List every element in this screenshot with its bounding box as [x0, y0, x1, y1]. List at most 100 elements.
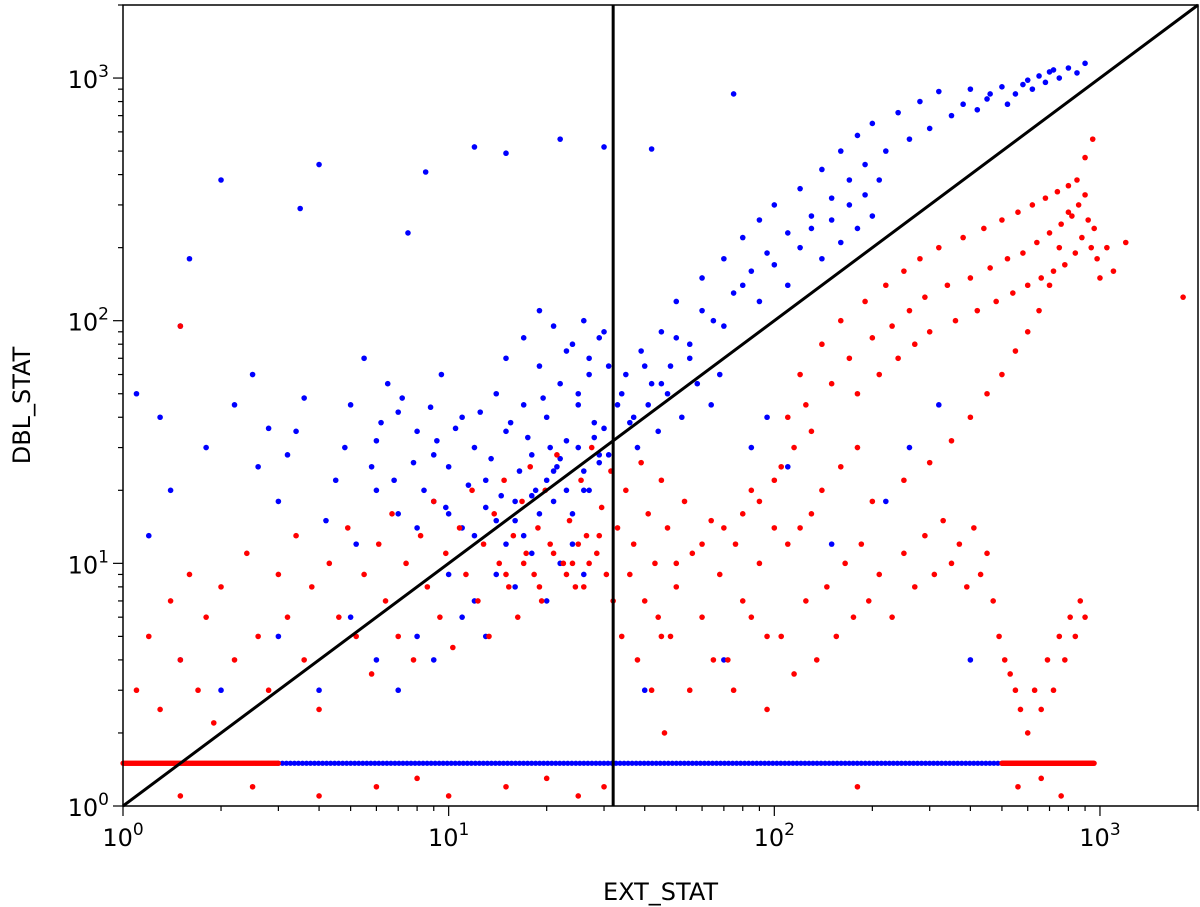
point-blue	[679, 414, 685, 421]
point-red	[316, 706, 322, 713]
point-red	[699, 541, 705, 547]
point-red-floor	[275, 760, 281, 766]
point-blue-floor	[991, 760, 997, 766]
point-red	[275, 571, 282, 578]
point-blue-floor	[782, 760, 788, 766]
point-blue-floor	[701, 760, 708, 766]
point-red	[1058, 221, 1064, 227]
point-blue-floor	[436, 760, 442, 766]
point-red	[1097, 275, 1103, 281]
point-red	[1091, 225, 1097, 232]
point-red	[1079, 234, 1085, 241]
point-blue-floor	[617, 760, 623, 766]
point-blue	[520, 532, 527, 539]
point-blue	[784, 463, 791, 470]
point-blue-floor	[734, 760, 740, 766]
point-blue-floor	[810, 760, 816, 766]
point-blue	[532, 487, 539, 494]
point-red	[652, 560, 658, 567]
point-blue	[528, 550, 535, 557]
point-red	[550, 550, 557, 557]
point-blue	[569, 511, 576, 517]
point-blue-floor	[613, 760, 619, 766]
point-red	[990, 598, 996, 604]
y-tick-label: 101	[68, 547, 109, 579]
point-red	[922, 532, 928, 539]
point-blue	[591, 419, 598, 426]
point-blue-floor	[794, 760, 800, 766]
point-red	[1180, 294, 1186, 300]
point-blue	[586, 487, 592, 494]
point-blue-floor	[959, 760, 965, 766]
point-blue	[1004, 101, 1011, 108]
point-blue	[641, 687, 648, 694]
point-red	[344, 525, 351, 531]
point-blue	[721, 255, 727, 262]
point-blue-floor	[500, 760, 507, 766]
point-red	[1024, 329, 1031, 335]
point-red	[730, 687, 737, 694]
point-blue-floor	[332, 760, 338, 766]
point-blue	[525, 434, 531, 441]
point-blue	[771, 261, 778, 268]
point-blue-floor	[814, 760, 820, 766]
point-blue-floor	[633, 760, 639, 766]
point-blue-floor	[283, 760, 290, 766]
y-tick-label: 102	[68, 305, 109, 337]
point-blue-floor	[456, 760, 462, 766]
point-blue-floor	[890, 760, 897, 766]
point-red	[981, 225, 987, 232]
point-blue-floor	[786, 760, 792, 766]
point-blue-floor	[798, 760, 804, 766]
point-blue	[854, 225, 861, 232]
point-blue-floor	[328, 760, 334, 766]
point-red	[963, 584, 970, 590]
point-blue-floor	[352, 760, 358, 766]
point-red	[442, 550, 449, 557]
point-blue	[974, 106, 981, 113]
point-blue	[591, 434, 598, 441]
point-blue-floor	[894, 760, 901, 766]
point-blue	[739, 234, 746, 241]
point-red	[901, 268, 907, 274]
point-blue-floor	[854, 760, 860, 766]
point-blue	[764, 414, 770, 421]
point-red	[1085, 217, 1091, 223]
point-blue	[1082, 60, 1088, 67]
point-red	[430, 498, 437, 505]
point-blue	[667, 363, 674, 369]
point-blue	[378, 419, 384, 426]
point-red	[316, 793, 322, 799]
point-blue-floor	[412, 760, 418, 766]
point-blue	[373, 487, 380, 494]
point-red	[673, 560, 680, 567]
point-red	[842, 560, 848, 567]
point-blue	[601, 144, 607, 150]
point-blue	[730, 290, 737, 296]
point-blue-floor	[348, 760, 354, 766]
plot-frame	[122, 4, 1199, 807]
point-blue-floor	[299, 760, 306, 766]
point-red	[510, 532, 517, 539]
point-red	[1050, 268, 1057, 274]
point-blue	[249, 371, 256, 378]
point-blue	[410, 459, 417, 466]
point-red	[1056, 633, 1063, 640]
point-blue	[347, 614, 354, 620]
point-red	[948, 437, 955, 444]
point-blue	[967, 86, 974, 92]
point-blue-floor	[802, 760, 808, 766]
x-tick-label: 100	[102, 820, 143, 852]
point-red	[1062, 261, 1068, 268]
point-blue-floor	[987, 760, 993, 766]
point-blue	[422, 169, 429, 175]
point-blue-floor	[947, 760, 953, 766]
point-red	[424, 584, 431, 590]
point-red	[854, 390, 861, 397]
point-blue	[265, 425, 272, 432]
point-blue-floor	[525, 760, 531, 766]
point-blue-floor	[295, 760, 302, 766]
point-blue	[739, 282, 746, 289]
point-blue	[557, 380, 563, 387]
